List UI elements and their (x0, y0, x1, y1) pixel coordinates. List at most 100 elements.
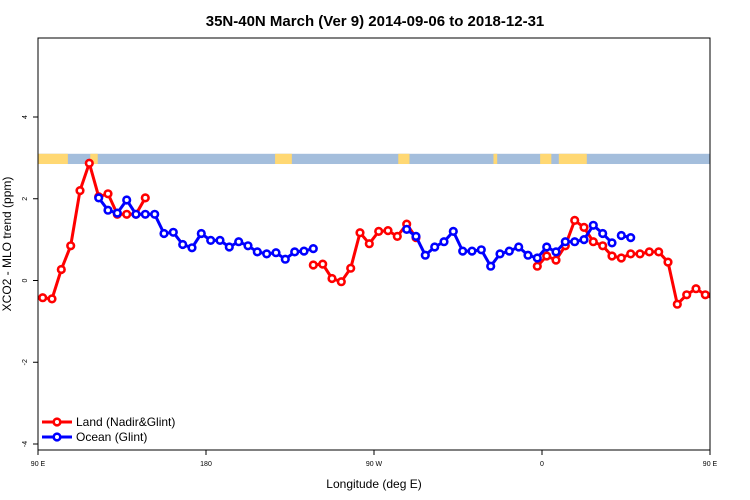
data-point (140, 193, 150, 203)
data-point (542, 251, 552, 261)
data-point (654, 247, 664, 257)
data-point (290, 247, 300, 257)
data-point (439, 237, 449, 247)
data-point (730, 266, 737, 273)
data-point (682, 290, 692, 300)
data-point (626, 233, 636, 243)
data-point (551, 255, 561, 265)
data-point (187, 243, 197, 253)
legend-marker (52, 417, 62, 427)
series-line (97, 196, 314, 261)
data-point (355, 228, 365, 238)
data-point (476, 245, 486, 255)
data-point (299, 246, 309, 256)
data-point (131, 209, 141, 219)
data-point (448, 226, 458, 236)
x-tick-label: 0 (540, 461, 544, 468)
land-band-segment (398, 153, 410, 165)
data-point (504, 246, 514, 256)
data-point (711, 296, 718, 303)
data-point (721, 296, 728, 303)
data-point (607, 238, 617, 248)
data-point (327, 273, 337, 284)
data-point (598, 241, 608, 251)
data-point (168, 227, 178, 237)
data-point (588, 237, 598, 247)
land-band-segment (558, 153, 587, 165)
x-axis-label: Longitude (deg E) (326, 477, 421, 491)
data-point (532, 253, 542, 263)
data-point (252, 247, 262, 257)
series-layer (38, 158, 746, 309)
data-point (616, 253, 626, 263)
x-tick-label: 90 E (703, 461, 718, 468)
x-axis: 90 E 180 90 W 0 90 E (31, 450, 718, 468)
data-point (588, 220, 598, 230)
data-point (579, 222, 589, 232)
data-point (542, 242, 552, 252)
data-point (103, 189, 113, 199)
land-band-segment (38, 153, 68, 165)
data-point (570, 237, 580, 247)
data-point (430, 242, 440, 252)
data-point (94, 193, 104, 203)
data-point (495, 249, 505, 259)
data-point (308, 244, 318, 254)
data-point (635, 249, 645, 259)
data-point (644, 247, 654, 257)
data-point (700, 290, 710, 300)
series-line (536, 218, 710, 306)
data-point (280, 254, 290, 264)
data-point (38, 293, 48, 303)
data-point (66, 241, 76, 251)
y-tick-label: -2 (22, 359, 29, 365)
data-point (626, 249, 636, 259)
y-axis-label: XCO2 - MLO trend (ppm) (0, 177, 14, 312)
ocean-band (38, 153, 710, 165)
data-point (336, 277, 346, 287)
data-point (103, 205, 113, 215)
y-axis: -4 -2 0 2 4 (22, 115, 38, 447)
data-point (672, 299, 682, 309)
land-band-segment (90, 153, 98, 165)
data-point (271, 248, 281, 258)
series-land (38, 158, 746, 309)
data-point (663, 257, 673, 267)
data-point (560, 237, 570, 247)
data-point (84, 158, 94, 168)
data-point (532, 261, 542, 271)
data-point (75, 186, 85, 196)
land-band-segment (493, 153, 498, 165)
legend-marker (52, 432, 62, 442)
data-point (243, 241, 253, 251)
y-tick-label: 2 (22, 197, 29, 201)
data-point (523, 250, 533, 260)
data-point (616, 230, 626, 241)
data-point (318, 259, 328, 269)
data-point (739, 243, 746, 250)
data-point (346, 263, 356, 273)
data-point (234, 237, 244, 247)
data-point (159, 228, 169, 239)
land-band-segment (540, 153, 552, 165)
data-point (47, 294, 57, 304)
data-point (402, 224, 412, 234)
y-tick-label: -4 (22, 441, 29, 447)
data-point (691, 284, 701, 294)
data-point (411, 231, 421, 241)
data-point (551, 247, 561, 257)
data-point (383, 226, 393, 236)
data-point (392, 231, 402, 241)
data-point (458, 246, 468, 256)
data-point (308, 260, 318, 270)
land-ocean-band (38, 153, 710, 165)
x-tick-label: 90 E (31, 461, 46, 468)
x-tick-label: 90 W (366, 461, 383, 468)
data-point (178, 239, 188, 250)
data-point (598, 228, 608, 239)
data-point (607, 251, 617, 261)
legend: Land (Nadir&Glint)Ocean (Glint) (42, 415, 175, 444)
series-line (313, 222, 418, 284)
legend-label: Ocean (Glint) (76, 430, 147, 444)
